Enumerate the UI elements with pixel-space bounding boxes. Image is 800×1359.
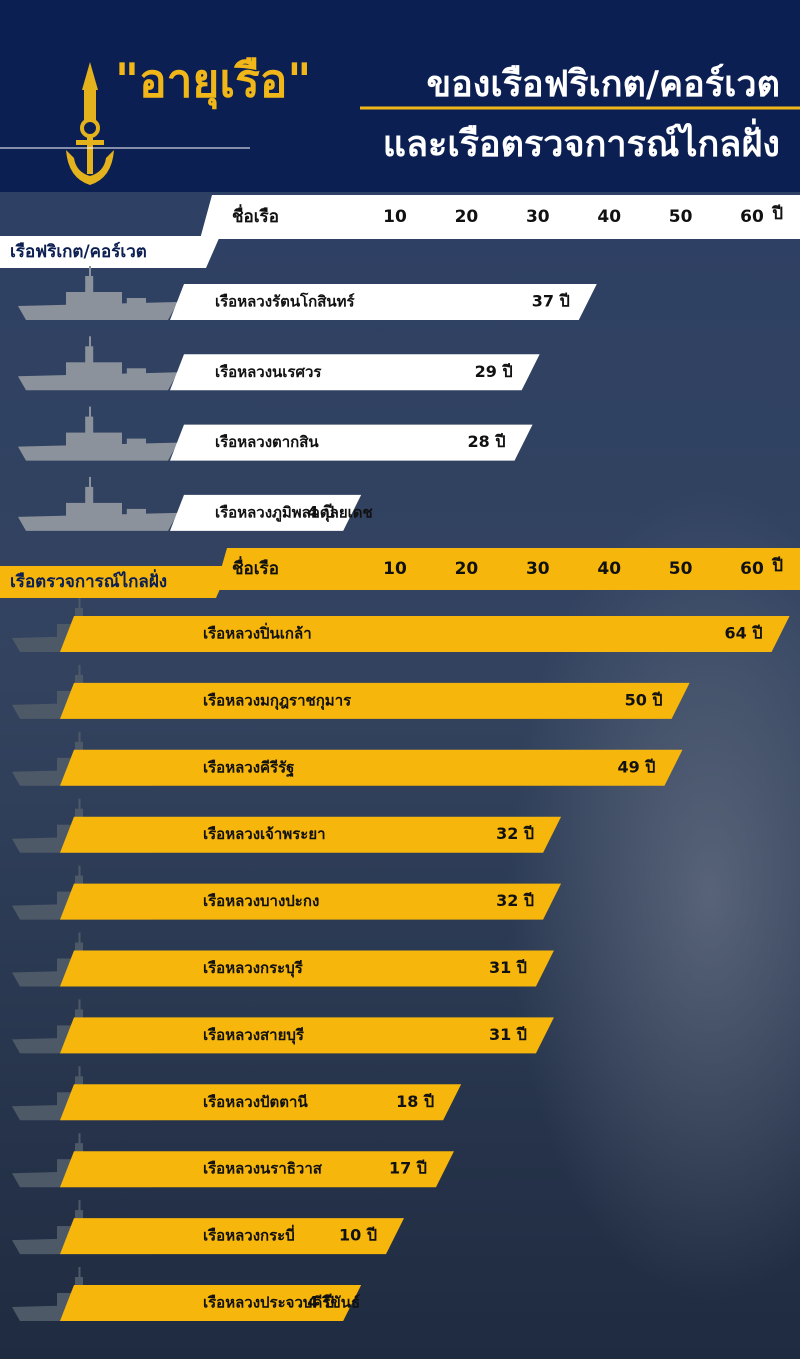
- value-label: 64 ปี: [725, 624, 763, 643]
- axis-band: [215, 548, 800, 590]
- x-tick-label: 20: [455, 559, 479, 579]
- ship-image: [18, 406, 178, 461]
- x-tick-label: 20: [455, 207, 479, 227]
- ship-part: [126, 438, 146, 447]
- ship-image: [18, 476, 178, 531]
- axis-band: [200, 195, 800, 239]
- value-label: 50 ปี: [625, 690, 663, 709]
- bar: [60, 1017, 554, 1054]
- unit-label: ปี: [771, 203, 783, 224]
- ship-part: [18, 302, 178, 320]
- section-tab: [0, 566, 230, 598]
- ship-part: [66, 362, 122, 377]
- category-label: เรือหลวงตากสิน: [215, 433, 319, 451]
- category-label: เรือหลวงบางปะกง: [203, 892, 319, 910]
- x-tick-label: 10: [383, 207, 407, 227]
- bar: [60, 682, 690, 719]
- ship-part: [18, 442, 178, 461]
- title-line2: และเรือตรวจการณ์ไกลฝั่ง: [383, 118, 780, 165]
- bar: [60, 749, 683, 786]
- section-title: เรือฟริเกต/คอร์เวต: [10, 241, 147, 262]
- section-tab: [0, 236, 220, 268]
- bar: [170, 284, 597, 320]
- category-label: เรือหลวงนราธิวาส: [203, 1160, 323, 1178]
- value-label: 29 ปี: [475, 362, 513, 381]
- category-label: เรือหลวงกระบี่: [203, 1225, 295, 1245]
- ship-part: [18, 512, 178, 531]
- x-tick-label: 60: [740, 207, 764, 227]
- category-label: เรือหลวงปิ่นเกล้า: [203, 623, 312, 643]
- ship-part: [126, 298, 146, 306]
- value-label: 31 ปี: [489, 1025, 527, 1044]
- value-label: 32 ปี: [496, 891, 534, 910]
- x-tick-label: 50: [669, 559, 693, 579]
- bar: [170, 354, 540, 391]
- x-tick-label: 10: [383, 559, 407, 579]
- ship-part: [85, 346, 94, 365]
- value-label: 10 ปี: [339, 1226, 377, 1245]
- bar: [60, 1151, 454, 1188]
- x-tick-label: 40: [597, 559, 621, 579]
- x-tick-label: 40: [597, 207, 621, 227]
- x-tick-label: 30: [526, 207, 550, 227]
- ship-part: [85, 276, 94, 294]
- header-band: [0, 0, 800, 192]
- ship-part: [126, 508, 146, 517]
- axis-name: ชื่อเรือ: [232, 556, 279, 579]
- ship-part: [66, 292, 122, 306]
- unit-label: ปี: [771, 555, 783, 576]
- value-label: 4 ปี: [307, 1293, 334, 1312]
- value-label: 31 ปี: [489, 958, 527, 977]
- ship-image: [18, 266, 178, 320]
- bar: [170, 424, 533, 461]
- ship-part: [85, 486, 94, 505]
- category-label: เรือหลวงภูมิพลอดุลยเดช: [215, 503, 373, 522]
- title-line1: ของเรือฟริเกต/คอร์เวต: [427, 63, 780, 105]
- value-label: 49 ปี: [617, 757, 655, 776]
- bar: [60, 883, 562, 920]
- category-label: เรือหลวงเจ้าพระยา: [203, 825, 326, 843]
- bar: [60, 1285, 362, 1321]
- category-label: เรือหลวงมกุฎราชกุมาร: [203, 691, 352, 710]
- x-tick-label: 30: [526, 559, 550, 579]
- value-label: 28 ปี: [468, 432, 506, 451]
- value-label: 18 ปี: [396, 1092, 434, 1111]
- value-label: 4 ปี: [307, 502, 334, 521]
- ship-part: [126, 368, 146, 377]
- title-quote: "อายุเรือ": [115, 54, 311, 110]
- value-label: 32 ปี: [496, 824, 534, 843]
- category-label: เรือหลวงประจวบคีรีขันธ์: [203, 1294, 360, 1312]
- ship-part: [18, 372, 178, 391]
- ship-part: [85, 416, 94, 435]
- x-tick-label: 50: [669, 207, 693, 227]
- axis-name: ชื่อเรือ: [232, 204, 279, 227]
- category-label: เรือหลวงสายบุรี: [203, 1026, 305, 1045]
- ship-image: [18, 336, 178, 391]
- category-label: เรือหลวงนเรศวร: [215, 363, 322, 381]
- bar: [170, 494, 362, 531]
- category-label: เรือหลวงคีรีรัฐ: [203, 758, 294, 777]
- bar: [60, 616, 790, 652]
- x-tick-label: 60: [740, 559, 764, 579]
- ship-part: [66, 432, 122, 447]
- value-label: 17 ปี: [389, 1159, 427, 1178]
- section-title: เรือตรวจการณ์ไกลฝั่ง: [10, 569, 167, 592]
- bar: [60, 1084, 462, 1121]
- value-label: 37 ปี: [532, 292, 570, 311]
- category-label: เรือหลวงรัตนโกสินทร์: [215, 292, 356, 311]
- category-label: เรือหลวงกระบุรี: [203, 959, 304, 978]
- category-label: เรือหลวงปัตตานี: [203, 1093, 308, 1111]
- bar: [60, 950, 554, 987]
- ship-part: [66, 502, 122, 517]
- bar: [60, 1218, 404, 1255]
- navy-emblem: [66, 62, 114, 185]
- bar: [60, 816, 562, 853]
